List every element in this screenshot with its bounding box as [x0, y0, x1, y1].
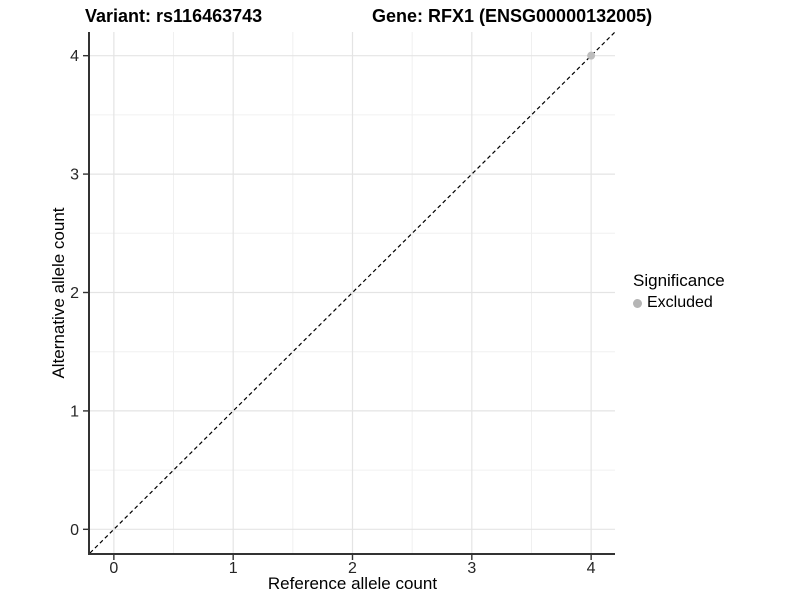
legend-item-excluded: Excluded: [633, 294, 725, 312]
svg-text:0: 0: [70, 522, 79, 539]
y-axis-label: Alternative allele count: [49, 207, 68, 379]
svg-text:1: 1: [70, 403, 79, 420]
legend-item-label: Excluded: [647, 294, 713, 311]
svg-text:2: 2: [348, 560, 357, 577]
plot-title-gene: Gene: RFX1 (ENSG00000132005): [372, 6, 653, 26]
legend: Significance Excluded: [633, 271, 725, 312]
legend-point-icon: [633, 298, 642, 308]
plot-title-variant: Variant: rs116463743: [85, 6, 263, 26]
svg-text:1: 1: [229, 560, 238, 577]
svg-text:2: 2: [70, 285, 79, 302]
svg-text:3: 3: [70, 167, 79, 184]
svg-text:4: 4: [70, 48, 79, 65]
x-axis-label: Reference allele count: [267, 574, 438, 593]
svg-text:0: 0: [109, 560, 118, 577]
svg-text:4: 4: [587, 560, 596, 577]
svg-text:3: 3: [467, 560, 476, 577]
legend-title: Significance: [633, 271, 725, 290]
